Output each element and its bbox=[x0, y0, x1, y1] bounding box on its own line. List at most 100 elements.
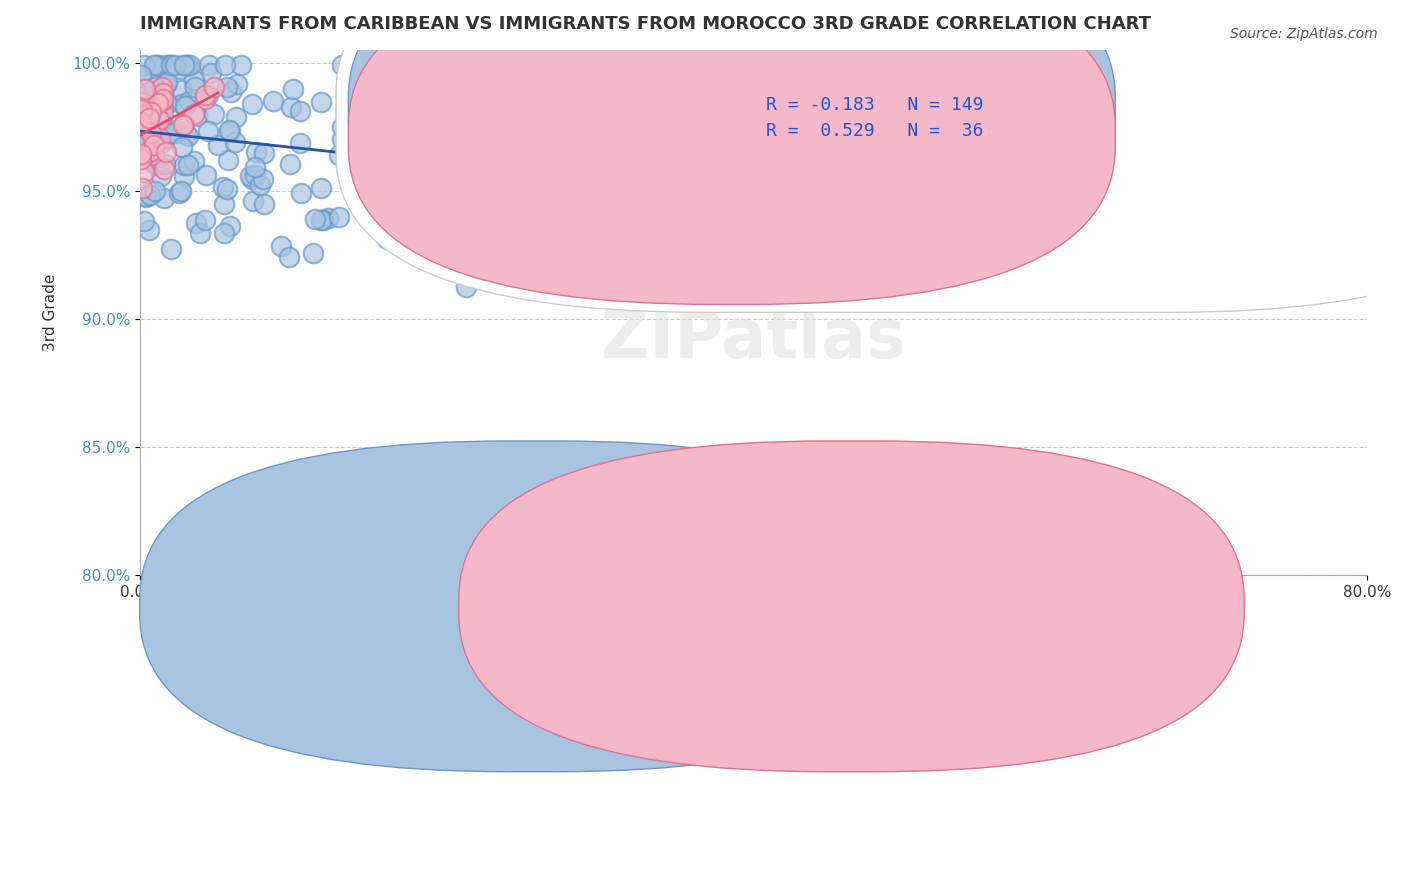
Point bbox=[173, 169, 195, 183]
Point bbox=[139, 144, 162, 158]
Point bbox=[396, 95, 419, 109]
Point bbox=[328, 211, 350, 225]
Point bbox=[198, 58, 221, 72]
Point bbox=[219, 85, 242, 99]
Point bbox=[373, 217, 395, 231]
Point bbox=[229, 58, 252, 72]
Point bbox=[135, 136, 157, 150]
Point bbox=[156, 97, 179, 112]
Point bbox=[149, 114, 172, 128]
Text: Immigrants from Morocco: Immigrants from Morocco bbox=[900, 594, 1098, 609]
Point bbox=[131, 153, 153, 167]
FancyBboxPatch shape bbox=[336, 0, 1406, 312]
Point bbox=[441, 86, 464, 100]
Point bbox=[156, 75, 179, 89]
Point bbox=[150, 95, 173, 109]
Point bbox=[253, 197, 276, 211]
Point bbox=[288, 103, 311, 118]
Point bbox=[148, 112, 170, 127]
Point bbox=[661, 191, 683, 205]
Point bbox=[153, 58, 176, 72]
Point bbox=[245, 145, 267, 159]
Point bbox=[402, 63, 425, 78]
Point bbox=[160, 58, 183, 72]
Point bbox=[145, 58, 167, 72]
Point bbox=[153, 162, 176, 177]
Point bbox=[142, 80, 165, 95]
Point bbox=[290, 186, 312, 201]
Point bbox=[184, 79, 207, 94]
Point bbox=[169, 62, 191, 76]
Point bbox=[143, 58, 166, 72]
Point bbox=[134, 82, 156, 96]
Point bbox=[167, 186, 190, 200]
Point bbox=[557, 132, 579, 146]
Point bbox=[136, 69, 159, 83]
Point bbox=[219, 124, 242, 138]
Point bbox=[173, 159, 195, 173]
Point bbox=[143, 156, 166, 170]
Point bbox=[423, 87, 446, 102]
Point bbox=[318, 211, 340, 225]
Point bbox=[170, 83, 193, 97]
Point bbox=[136, 86, 159, 100]
Point bbox=[138, 223, 160, 237]
Point bbox=[188, 226, 211, 240]
Point bbox=[531, 152, 554, 166]
Point bbox=[131, 103, 153, 117]
Text: R = -0.183   N = 149: R = -0.183 N = 149 bbox=[765, 96, 983, 114]
Point bbox=[136, 128, 159, 143]
Point bbox=[243, 168, 266, 182]
Point bbox=[494, 138, 516, 153]
Point bbox=[174, 127, 197, 141]
Point bbox=[170, 140, 193, 154]
Point bbox=[155, 145, 177, 160]
Point bbox=[131, 115, 153, 129]
Point bbox=[347, 68, 370, 82]
Point bbox=[204, 107, 226, 121]
Point bbox=[472, 217, 495, 231]
Point bbox=[249, 178, 271, 193]
Point bbox=[150, 169, 173, 184]
Point bbox=[344, 101, 367, 115]
Point bbox=[183, 73, 205, 87]
Point bbox=[129, 95, 152, 109]
FancyBboxPatch shape bbox=[349, 0, 1115, 304]
Point bbox=[242, 194, 264, 208]
Point bbox=[304, 212, 326, 227]
Point bbox=[152, 86, 174, 100]
Point bbox=[498, 188, 520, 202]
Point bbox=[148, 58, 170, 72]
Point bbox=[177, 58, 200, 72]
Point bbox=[131, 181, 153, 195]
Point bbox=[212, 226, 235, 240]
Point bbox=[454, 280, 477, 294]
Point bbox=[134, 188, 156, 202]
Point bbox=[217, 153, 239, 167]
Point bbox=[138, 188, 160, 202]
Point bbox=[149, 136, 172, 150]
Point bbox=[218, 219, 240, 234]
Point bbox=[145, 108, 167, 122]
Point bbox=[150, 79, 173, 94]
Point bbox=[328, 148, 350, 162]
Point bbox=[146, 158, 169, 172]
Point bbox=[166, 123, 188, 137]
Point bbox=[143, 80, 166, 95]
Point bbox=[139, 108, 162, 122]
Point bbox=[157, 58, 180, 72]
Point bbox=[177, 94, 200, 108]
Point bbox=[160, 126, 183, 140]
Point bbox=[141, 147, 163, 161]
Point bbox=[193, 212, 215, 227]
Point bbox=[240, 171, 263, 186]
Point bbox=[173, 117, 195, 131]
Point bbox=[129, 131, 152, 145]
Point bbox=[330, 120, 353, 134]
Point bbox=[142, 138, 165, 153]
Point bbox=[174, 58, 197, 72]
Point bbox=[204, 80, 226, 95]
Point bbox=[143, 148, 166, 162]
Text: R =  0.529   N =  36: R = 0.529 N = 36 bbox=[765, 122, 983, 140]
Point bbox=[146, 96, 169, 111]
